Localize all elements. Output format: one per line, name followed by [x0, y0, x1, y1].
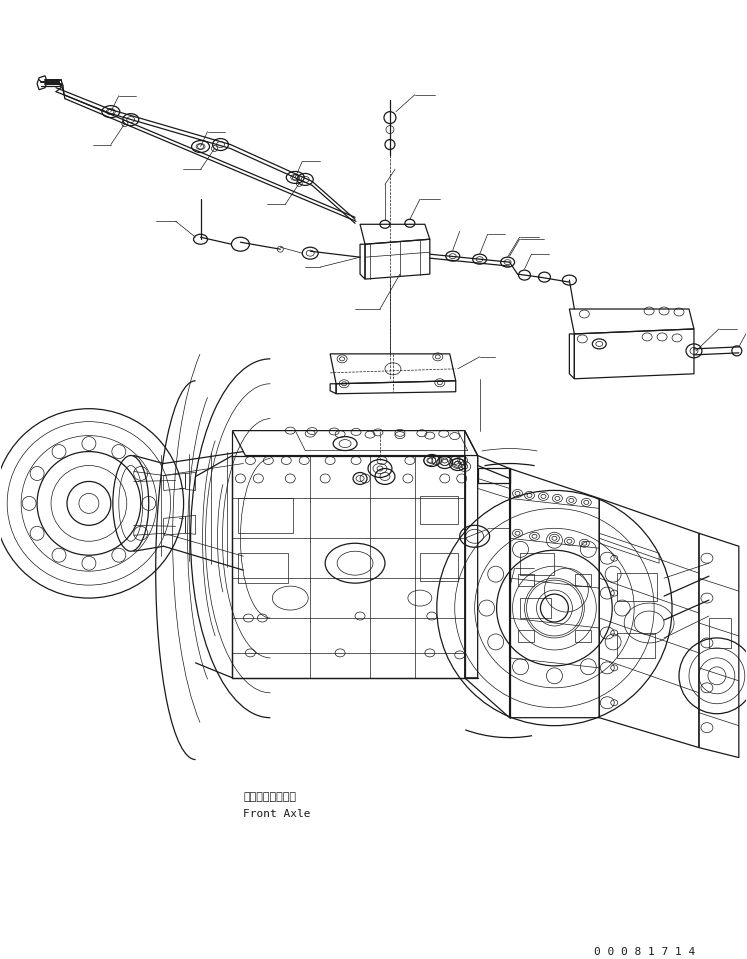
Bar [238, 499, 294, 533]
Text: Front Axle: Front Axle [244, 809, 311, 819]
Bar [574, 573, 591, 586]
Text: 0 0 0 8 1 7 1 4: 0 0 0 8 1 7 1 4 [595, 947, 695, 957]
Bar [518, 573, 534, 586]
Bar [420, 497, 458, 525]
Bar [518, 630, 534, 643]
Bar [238, 553, 288, 583]
Bar [420, 553, 458, 581]
Bar [617, 633, 655, 658]
Bar [617, 573, 657, 601]
Bar [519, 553, 554, 575]
Bar [574, 630, 591, 643]
Bar [709, 618, 731, 648]
Text: フロントアクスル: フロントアクスル [244, 792, 297, 803]
Bar [519, 598, 551, 618]
